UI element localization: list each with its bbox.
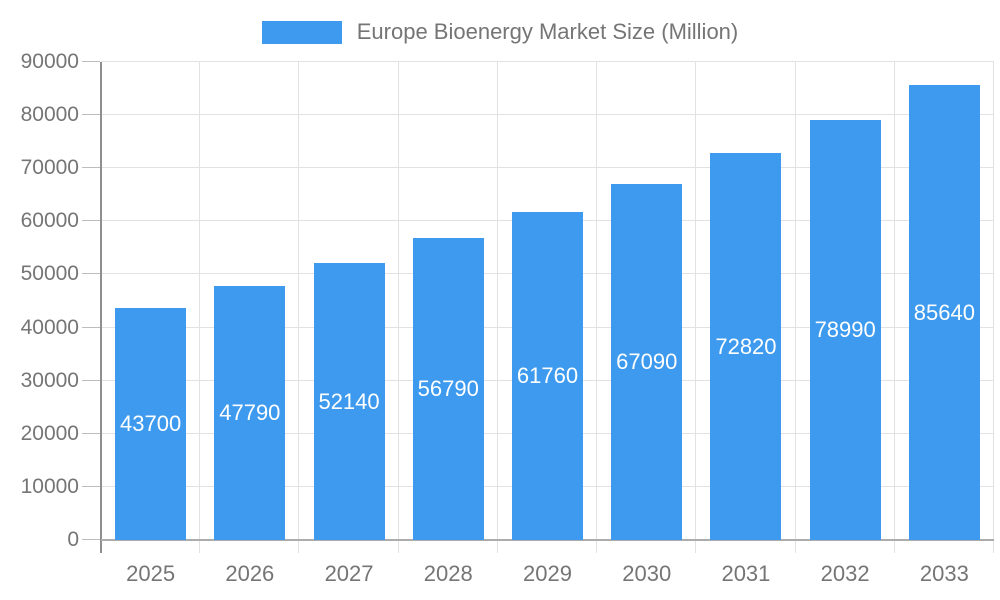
y-axis-label: 50000 <box>20 262 79 286</box>
y-axis-tick <box>82 539 100 540</box>
y-axis-label: 80000 <box>20 103 79 127</box>
y-axis-tick <box>82 220 100 222</box>
category-boundary-line <box>596 62 598 553</box>
bar-value-label: 61760 <box>516 362 579 388</box>
gridline <box>101 114 994 116</box>
y-axis-label: 40000 <box>20 315 79 339</box>
bar-2033[interactable]: 85640 <box>908 85 980 540</box>
category-boundary-line <box>794 62 796 553</box>
x-axis-label: 2025 <box>126 561 176 586</box>
y-axis-tick <box>82 61 100 62</box>
y-axis-tick <box>82 432 100 434</box>
y-axis-tick <box>82 326 100 328</box>
category-boundary-line <box>993 62 994 553</box>
y-axis-label: 30000 <box>20 368 79 392</box>
y-axis-label: 20000 <box>20 421 79 445</box>
legend[interactable]: Europe Bioenergy Market Size (Million) <box>0 18 1000 46</box>
y-axis-tick <box>82 485 100 487</box>
gridline <box>101 167 994 169</box>
x-axis-label: 2033 <box>919 561 969 586</box>
category-boundary-line <box>496 62 498 553</box>
gridline <box>101 61 994 62</box>
legend-label: Europe Bioenergy Market Size (Million) <box>356 19 739 44</box>
x-axis-label: 2027 <box>324 561 374 586</box>
x-axis-label: 2026 <box>225 561 275 586</box>
x-axis-label: 2029 <box>523 561 572 586</box>
x-axis-label: 2028 <box>423 561 473 586</box>
bar-2025[interactable]: 43700 <box>115 307 187 540</box>
legend-swatch <box>261 20 342 44</box>
bar-value-label: 43700 <box>120 410 182 436</box>
bar-2032[interactable]: 78990 <box>809 120 881 540</box>
bar-value-label: 85640 <box>913 299 975 325</box>
y-axis-line <box>100 62 102 553</box>
bar-value-label: 67090 <box>616 348 678 374</box>
bar-value-label: 72820 <box>715 333 777 359</box>
y-axis-label: 60000 <box>20 209 79 233</box>
y-axis-tick <box>82 379 100 381</box>
bar-2027[interactable]: 52140 <box>313 263 385 540</box>
x-axis-label: 2030 <box>622 561 672 586</box>
category-boundary-line <box>893 62 895 553</box>
category-boundary-line <box>397 62 399 553</box>
y-axis-label: 10000 <box>20 474 79 498</box>
bar-value-label: 52140 <box>318 388 380 414</box>
y-axis-label: 90000 <box>20 50 79 73</box>
bar-value-label: 78990 <box>814 317 876 343</box>
y-axis-tick <box>82 114 100 116</box>
bar-2029[interactable]: 61760 <box>512 211 583 540</box>
x-axis-line <box>101 539 994 541</box>
y-axis-label: 70000 <box>20 156 79 180</box>
bar-2031[interactable]: 72820 <box>710 153 782 540</box>
y-axis-label: 0 <box>67 528 79 551</box>
y-axis-tick <box>82 273 100 275</box>
bar-2028[interactable]: 56790 <box>412 238 484 540</box>
y-axis-tick <box>82 167 100 169</box>
bar-2030[interactable]: 67090 <box>611 183 683 540</box>
category-boundary-line <box>199 62 201 553</box>
bar-2026[interactable]: 47790 <box>214 286 286 540</box>
category-boundary-line <box>298 62 300 553</box>
bar-value-label: 56790 <box>417 376 479 402</box>
x-axis-label: 2032 <box>820 561 870 586</box>
category-boundary-line <box>695 62 697 553</box>
x-axis-label: 2031 <box>721 561 771 586</box>
bar-value-label: 47790 <box>219 400 281 426</box>
